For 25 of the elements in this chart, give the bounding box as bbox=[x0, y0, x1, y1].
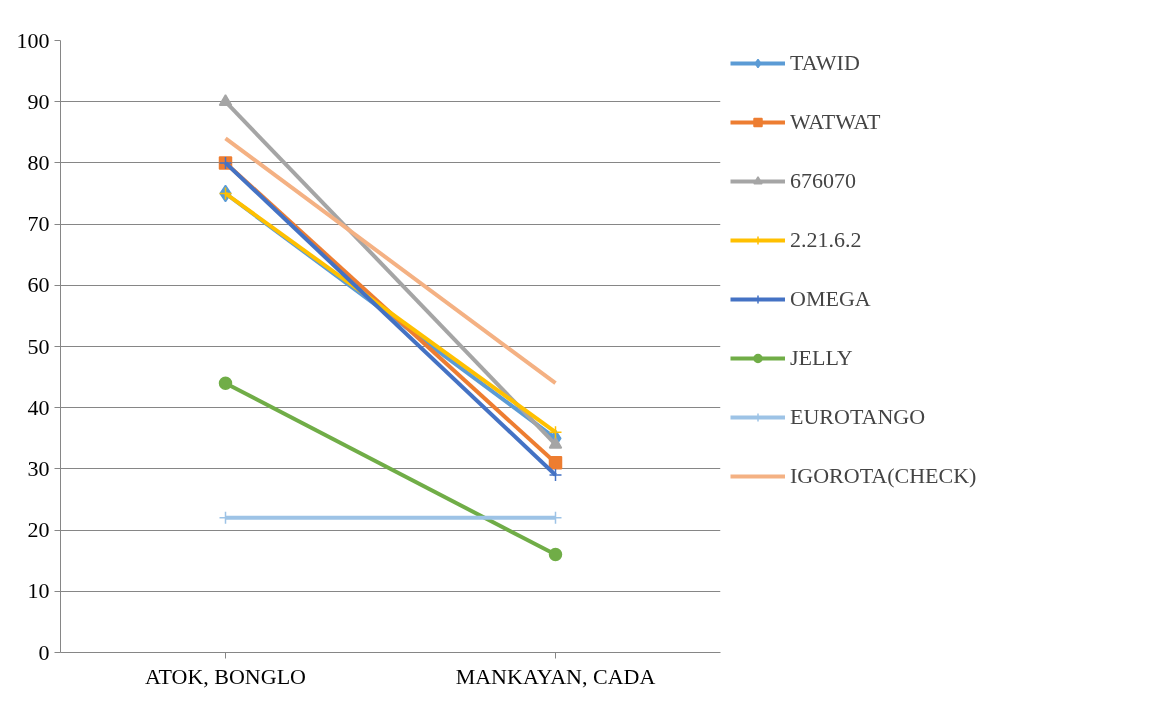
point bbox=[548, 456, 563, 470]
legend-label: TAWID bbox=[790, 50, 860, 76]
y-tick-label: 50 bbox=[27, 333, 50, 359]
legend-label: OMEGA bbox=[790, 286, 871, 312]
y-tick-label: 70 bbox=[27, 211, 50, 237]
y-tick-label: 90 bbox=[27, 88, 50, 114]
y-tick-label: 30 bbox=[27, 455, 50, 481]
legend-label: WATWAT bbox=[790, 109, 881, 135]
legend-label: EUROTANGO bbox=[790, 404, 926, 430]
point bbox=[218, 376, 233, 390]
y-tick-label: 0 bbox=[38, 639, 50, 665]
legend-label: 676070 bbox=[790, 168, 856, 194]
x-tick-label: ATOK, BONGLO bbox=[145, 663, 306, 689]
y-tick-label: 10 bbox=[27, 578, 50, 604]
y-tick-label: 80 bbox=[27, 149, 50, 175]
point bbox=[548, 547, 563, 562]
y-tick-label: 40 bbox=[27, 394, 50, 420]
y-tick-label: 60 bbox=[27, 272, 50, 298]
legend-label: JELLY bbox=[790, 345, 853, 371]
legend-label: IGOROTA(CHECK) bbox=[790, 463, 977, 489]
legend-label: 2.21.6.2 bbox=[790, 227, 862, 253]
y-tick-label: 100 bbox=[16, 27, 50, 53]
point bbox=[548, 468, 563, 482]
y-tick-label: 20 bbox=[27, 517, 50, 543]
x-tick-label: MANKAYAN, CADA bbox=[455, 663, 656, 689]
